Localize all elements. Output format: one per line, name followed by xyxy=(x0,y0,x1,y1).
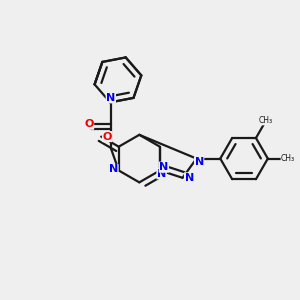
Text: N: N xyxy=(159,162,169,172)
Text: CH₃: CH₃ xyxy=(281,154,295,163)
Text: O: O xyxy=(103,132,112,142)
Text: N: N xyxy=(194,157,204,167)
Text: CH₃: CH₃ xyxy=(259,116,273,125)
Text: N: N xyxy=(184,173,194,183)
Text: N: N xyxy=(106,93,116,103)
Text: N: N xyxy=(157,169,166,179)
Text: O: O xyxy=(84,119,94,129)
Text: N: N xyxy=(109,164,118,175)
